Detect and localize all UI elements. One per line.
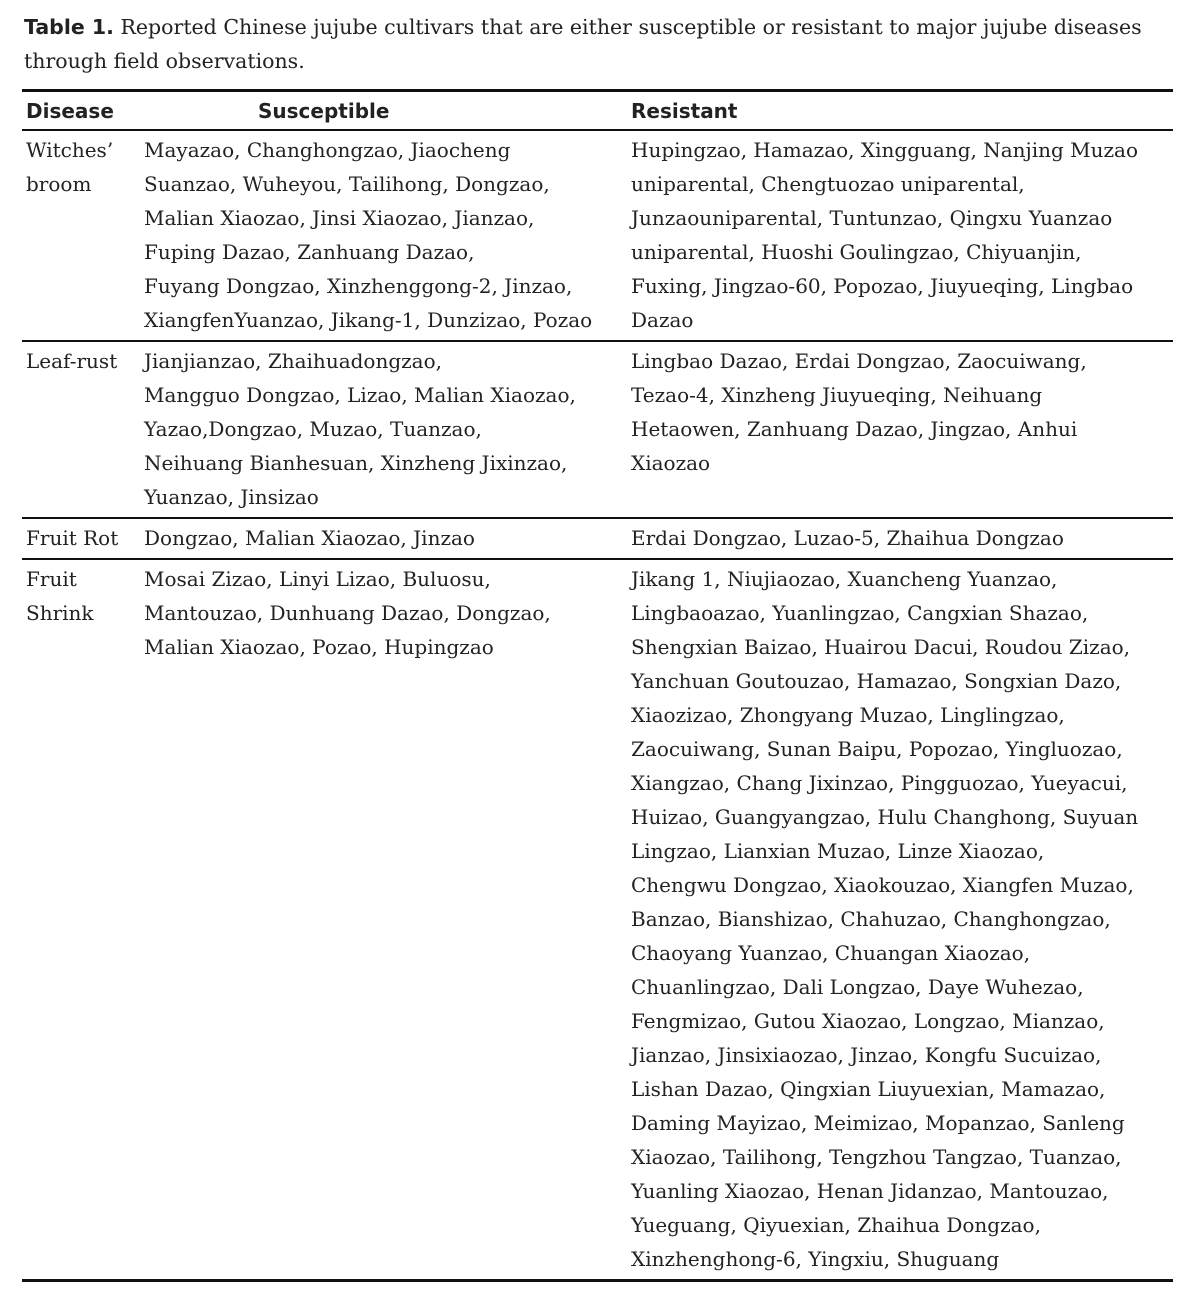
- resistant-text-line: Lishan Dazao, Qingxian Liuyuexian, Mamaz…: [631, 1077, 1106, 1101]
- susceptible-cell: Mayazao, Changhongzao, Jiaocheng Suanzao,…: [144, 133, 631, 337]
- table-caption: Table 1. Reported Chinese jujube cultiva…: [24, 10, 1184, 78]
- header-resistant: Resistant: [631, 98, 738, 123]
- resistant-text-line: Chengwu Dongzao, Xiaokouzao, Xiangfen Mu…: [631, 873, 1134, 897]
- susceptible-text-line: XiangfenYuanzao, Jikang-1, Dunzizao, Poz…: [144, 308, 593, 332]
- resistant-text-line: Hupingzao, Hamazao, Xingguang, Nanjing M…: [631, 138, 1139, 162]
- resistant-text-line: Shengxian Baizao, Huairou Dacui, Roudou …: [631, 635, 1131, 659]
- susceptible-cell: Jianjianzao, Zhaihuadongzao, Mangguo Dong…: [144, 344, 631, 514]
- resistant-text-line: Tezao-4, Xinzheng Jiuyueqing, Neihuang: [631, 383, 1043, 407]
- header-disease: Disease: [26, 98, 114, 123]
- resistant-text-line: Huizao, Guangyangzao, Hulu Changhong, Su…: [631, 805, 1139, 829]
- susceptible-text-line: Yuanzao, Jinsizao: [144, 485, 319, 509]
- resistant-text-line: Zaocuiwang, Sunan Baipu, Popozao, Yinglu…: [631, 737, 1123, 761]
- table-row: Fruit Shrink Mosai Zizao, Linyi Lizao, Bul…: [22, 560, 1173, 1279]
- disease-text-line: Fruit Rot: [26, 526, 119, 550]
- susceptible-text-line: Dongzao, Malian Xiaozao, Jinzao: [144, 526, 475, 550]
- resistant-text-line: Chuanlingzao, Dali Longzao, Daye Wuhezao…: [631, 975, 1084, 999]
- table-body: Witches’ broom Mayazao, Changhongzao, Jiao…: [22, 131, 1173, 1279]
- caption-text: Reported Chinese jujube cultivars that a…: [24, 15, 1142, 73]
- resistant-text-line: Fuxing, Jingzao-60, Popozao, Jiuyueqing,…: [631, 274, 1134, 298]
- resistant-cell: Lingbao Dazao, Erdai Dongzao, Zaocuiwang…: [631, 344, 1173, 514]
- resistant-text-line: Lingbaoazao, Yuanlingzao, Cangxian Shaza…: [631, 601, 1089, 625]
- resistant-text-line: Jikang 1, Niujiaozao, Xuancheng Yuanzao,: [631, 567, 1058, 591]
- resistant-cell: Hupingzao, Hamazao, Xingguang, Nanjing M…: [631, 133, 1173, 337]
- header-susceptible: Susceptible: [258, 98, 390, 123]
- disease-cell: Fruit Rot: [22, 521, 144, 555]
- resistant-text-line: Fengmizao, Gutou Xiaozao, Longzao, Mianz…: [631, 1009, 1105, 1033]
- table-row: Leaf-rust Jianjianzao, Zhaihuadongzao, Man…: [22, 342, 1173, 519]
- table-header-row: Disease Susceptible Resistant: [22, 92, 1173, 131]
- susceptible-text-line: Yazao,Dongzao, Muzao, Tuanzao,: [144, 417, 482, 441]
- susceptible-text-line: Neihuang Bianhesuan, Xinzheng Jixinzao,: [144, 451, 568, 475]
- susceptible-cell: Dongzao, Malian Xiaozao, Jinzao: [144, 521, 631, 555]
- disease-text-line: Shrink: [26, 601, 94, 625]
- disease-text-line: Fruit: [26, 567, 77, 591]
- resistant-text-line: Dazao: [631, 308, 694, 332]
- susceptible-text-line: Malian Xiaozao, Jinsi Xiaozao, Jianzao,: [144, 206, 535, 230]
- table-label: Table 1.: [24, 15, 114, 39]
- disease-table: Disease Susceptible Resistant Witches’ br…: [22, 89, 1173, 1282]
- resistant-text-line: Banzao, Bianshizao, Chahuzao, Changhongz…: [631, 907, 1111, 931]
- resistant-text-line: Chaoyang Yuanzao, Chuangan Xiaozao,: [631, 941, 1031, 965]
- resistant-cell: Jikang 1, Niujiaozao, Xuancheng Yuanzao,…: [631, 562, 1173, 1276]
- resistant-text-line: Xiaozao, Tailihong, Tengzhou Tangzao, Tu…: [631, 1145, 1122, 1169]
- susceptible-text-line: Mayazao, Changhongzao, Jiaocheng: [144, 138, 511, 162]
- disease-cell: Witches’ broom: [22, 133, 144, 337]
- susceptible-text-line: Mantouzao, Dunhuang Dazao, Dongzao,: [144, 601, 551, 625]
- resistant-text-line: Hetaowen, Zanhuang Dazao, Jingzao, Anhui: [631, 417, 1078, 441]
- resistant-text-line: Xinzhenghong-6, Yingxiu, Shuguang: [631, 1247, 1000, 1271]
- resistant-text-line: Jianzao, Jinsixiaozao, Jinzao, Kongfu Su…: [631, 1043, 1102, 1067]
- resistant-text-line: uniparental, Huoshi Goulingzao, Chiyuanj…: [631, 240, 1082, 264]
- resistant-text-line: Yanchuan Goutouzao, Hamazao, Songxian Da…: [631, 669, 1122, 693]
- susceptible-text-line: Fuping Dazao, Zanhuang Dazao,: [144, 240, 475, 264]
- susceptible-text-line: Malian Xiaozao, Pozao, Hupingzao: [144, 635, 494, 659]
- disease-text-line: Leaf-rust: [26, 349, 118, 373]
- resistant-text-line: Junzaouniparental, Tuntunzao, Qingxu Yua…: [631, 206, 1113, 230]
- resistant-text-line: Erdai Dongzao, Luzao-5, Zhaihua Dongzao: [631, 526, 1064, 550]
- resistant-text-line: uniparental, Chengtuozao uniparental,: [631, 172, 1025, 196]
- resistant-text-line: Xiaozizao, Zhongyang Muzao, Linglingzao,: [631, 703, 1065, 727]
- resistant-text-line: Xiangzao, Chang Jixinzao, Pingguozao, Yu…: [631, 771, 1128, 795]
- resistant-text-line: Daming Mayizao, Meimizao, Mopanzao, Sanl…: [631, 1111, 1125, 1135]
- disease-text-line: Witches’: [26, 138, 114, 162]
- resistant-text-line: Yueguang, Qiyuexian, Zhaihua Dongzao,: [631, 1213, 1041, 1237]
- susceptible-text-line: Fuyang Dongzao, Xinzhenggong-2, Jinzao,: [144, 274, 573, 298]
- susceptible-text-line: Mosai Zizao, Linyi Lizao, Buluosu,: [144, 567, 491, 591]
- table-row: Fruit Rot Dongzao, Malian Xiaozao, Jinzao…: [22, 519, 1173, 560]
- disease-text-line: broom: [26, 172, 92, 196]
- table-row: Witches’ broom Mayazao, Changhongzao, Jiao…: [22, 131, 1173, 342]
- susceptible-text-line: Suanzao, Wuheyou, Tailihong, Dongzao,: [144, 172, 550, 196]
- resistant-text-line: Lingbao Dazao, Erdai Dongzao, Zaocuiwang…: [631, 349, 1087, 373]
- resistant-text-line: Lingzao, Lianxian Muzao, Linze Xiaozao,: [631, 839, 1045, 863]
- disease-cell: Fruit Shrink: [22, 562, 144, 1276]
- susceptible-text-line: Mangguo Dongzao, Lizao, Malian Xiaozao,: [144, 383, 576, 407]
- resistant-text-line: Xiaozao: [631, 451, 711, 475]
- resistant-cell: Erdai Dongzao, Luzao-5, Zhaihua Dongzao: [631, 521, 1173, 555]
- disease-cell: Leaf-rust: [22, 344, 144, 514]
- susceptible-cell: Mosai Zizao, Linyi Lizao, Buluosu, Mantou…: [144, 562, 631, 1276]
- resistant-text-line: Yuanling Xiaozao, Henan Jidanzao, Mantou…: [631, 1179, 1109, 1203]
- susceptible-text-line: Jianjianzao, Zhaihuadongzao,: [144, 349, 443, 373]
